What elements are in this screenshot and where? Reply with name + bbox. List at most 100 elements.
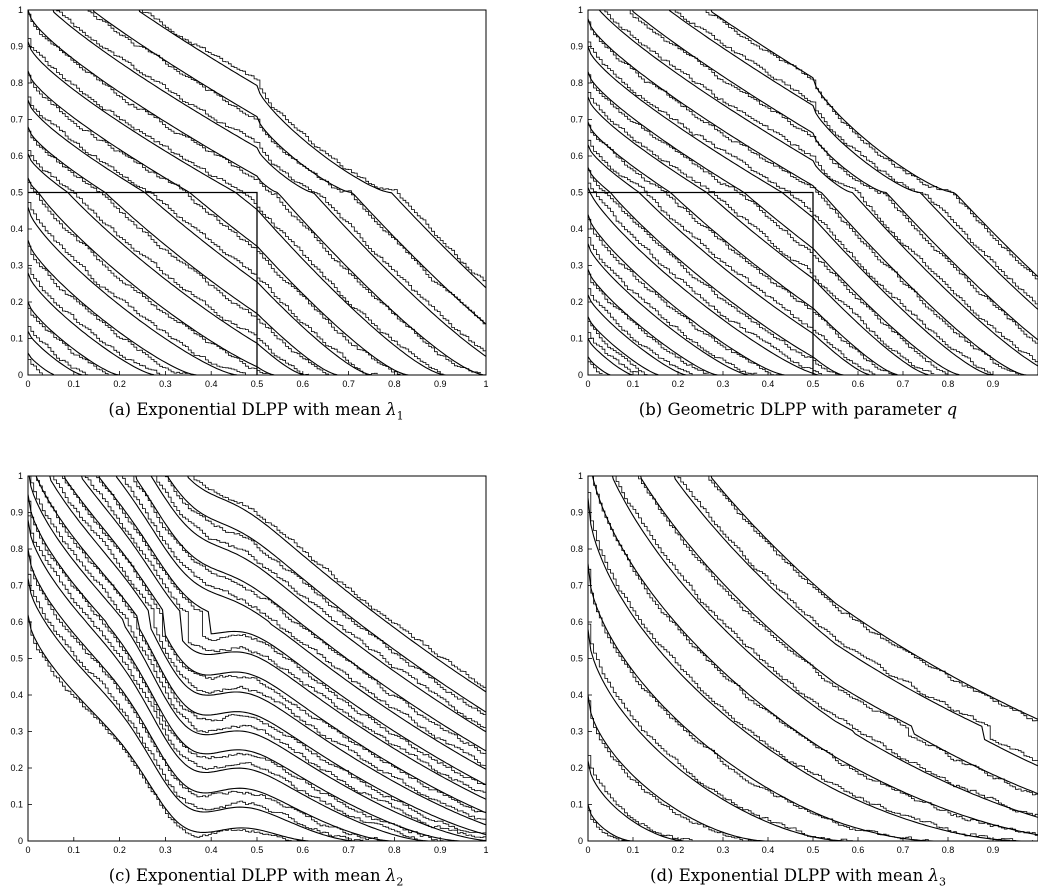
contour-smooth-10 [98, 476, 486, 786]
contour-smooth-12 [135, 476, 486, 752]
contour-random-8 [638, 476, 1038, 797]
y-tick-label: 0.2 [570, 763, 583, 773]
contour-smooth-18 [710, 10, 1038, 278]
contour-smooth-14 [92, 10, 486, 325]
y-tick-label: 0.3 [10, 727, 23, 737]
contour-random-3 [28, 267, 163, 375]
x-tick-label: 0.3 [717, 379, 730, 389]
contour-random-15 [142, 10, 486, 283]
contour-smooth-1 [28, 330, 83, 375]
contour-smooth-3 [28, 519, 429, 841]
x-tick-label: 0.9 [987, 845, 1000, 855]
axes-frame [27, 475, 487, 842]
contour-smooth-0 [28, 614, 312, 841]
contour-random-7 [615, 476, 1038, 816]
contour-random-3 [588, 288, 693, 375]
contour-smooth-7 [28, 153, 306, 375]
x-tick-label: 0.8 [388, 379, 401, 389]
contour-random-7 [28, 150, 309, 375]
y-tick-label: 0.8 [570, 544, 583, 554]
x-tick-label: 0.5 [807, 379, 820, 389]
contour-smooth-4 [28, 239, 197, 375]
contour-smooth-13 [588, 46, 994, 375]
caption-a: (a) Exponential DLPP with mean λ1 [0, 400, 512, 422]
contour-smooth-0 [28, 352, 55, 375]
contour-smooth-4 [588, 268, 718, 375]
contour-random-17 [674, 10, 1038, 305]
y-tick-label: 0.3 [10, 261, 23, 271]
y-tick-label: 0.6 [10, 617, 23, 627]
y-tick-label: 0 [578, 836, 583, 846]
contour-smooth-13 [150, 476, 486, 733]
contour-smooth-7 [588, 187, 819, 375]
y-tick-label: 0.8 [10, 544, 23, 554]
contour-random-2 [28, 307, 109, 375]
contour-random-8 [588, 170, 839, 375]
x-tick-label: 0.4 [205, 379, 218, 389]
y-tick-label: 0.7 [10, 115, 23, 125]
contour-lines [28, 10, 486, 375]
contour-smooth-12 [28, 10, 486, 375]
contour-smooth-2 [28, 548, 392, 841]
x-tick-label: 0.2 [113, 379, 126, 389]
contour-random-2 [588, 700, 752, 841]
x-tick-label: 0.8 [942, 845, 955, 855]
y-tick-label: 0 [18, 370, 23, 380]
contour-smooth-2 [588, 316, 659, 375]
contour-random-10 [588, 124, 895, 375]
x-tick-label: 0.9 [987, 379, 1000, 389]
contour-random-10 [708, 476, 1038, 722]
x-tick-label: 0.2 [113, 845, 126, 855]
x-tick-label: 0.6 [852, 379, 865, 389]
caption-a-prefix: (a) Exponential DLPP with mean [108, 400, 387, 419]
y-tick-label: 0.6 [570, 617, 583, 627]
contour-smooth-5 [588, 497, 1024, 841]
contour-random-11 [122, 476, 486, 769]
y-tick-label: 0.2 [10, 763, 23, 773]
y-tick-label: 0.2 [570, 297, 583, 307]
y-tick-label: 0.4 [570, 224, 583, 234]
x-tick-label: 0 [585, 845, 590, 855]
caption-b: (b) Geometric DLPP with parameter q [558, 400, 1038, 422]
contour-smooth-1 [588, 760, 687, 841]
contour-random-9 [677, 476, 1038, 763]
contour-smooth-5 [28, 476, 486, 841]
contour-random-0 [28, 621, 304, 841]
contour-random-1 [28, 573, 364, 841]
contour-random-2 [28, 555, 387, 841]
contour-random-1 [588, 332, 639, 375]
caption-b-prefix: (b) Geometric DLPP with parameter [638, 400, 947, 419]
contour-smooth-5 [28, 206, 238, 375]
caption-a-subscript: 1 [396, 409, 404, 423]
contour-random-12 [28, 13, 481, 374]
contour-lines [588, 476, 1038, 841]
contour-smooth-6 [28, 177, 275, 375]
y-tick-label: 0.4 [10, 690, 23, 700]
x-tick-label: 0.6 [297, 379, 310, 389]
y-tick-label: 0.2 [10, 297, 23, 307]
contour-random-10 [96, 476, 486, 787]
contour-random-3 [588, 623, 856, 841]
y-tick-label: 0.1 [570, 334, 583, 344]
x-tick-label: 0.3 [159, 845, 172, 855]
x-tick-label: 0.1 [68, 845, 81, 855]
contour-random-11 [588, 92, 935, 374]
contour-random-10 [28, 74, 404, 375]
plot-c: 0 0.1 0.2 0.3 0.4 0.5 0.6 0.7 0.8 0.9 1 0 0.1 0.2 0.3 0… [10, 471, 488, 855]
contour-smooth-13 [52, 10, 486, 357]
x-tick-label: 0.3 [159, 379, 172, 389]
axes-frame [587, 475, 1038, 842]
x-tick-label: 0.5 [807, 845, 820, 855]
contour-random-8 [28, 130, 332, 375]
y-tick-label: 0.5 [10, 188, 23, 198]
x-tick-label: 0.5 [251, 379, 264, 389]
y-tick-label: 0.5 [10, 654, 23, 664]
caption-d-symbol: λ [928, 866, 939, 885]
contour-random-0 [588, 809, 625, 841]
plot-b: 0 0.1 0.2 0.3 0.4 0.5 0.6 0.7 0.8 0.9 0 0.1 0.2 0.3 0.… [570, 5, 1038, 389]
y-tick-label: 0.9 [570, 42, 583, 52]
contour-smooth-17 [668, 10, 1038, 310]
caption-c-symbol: λ [385, 866, 397, 885]
caption-c: (c) Exponential DLPP with mean λ2 [0, 866, 512, 888]
contour-smooth-16 [631, 10, 1038, 341]
